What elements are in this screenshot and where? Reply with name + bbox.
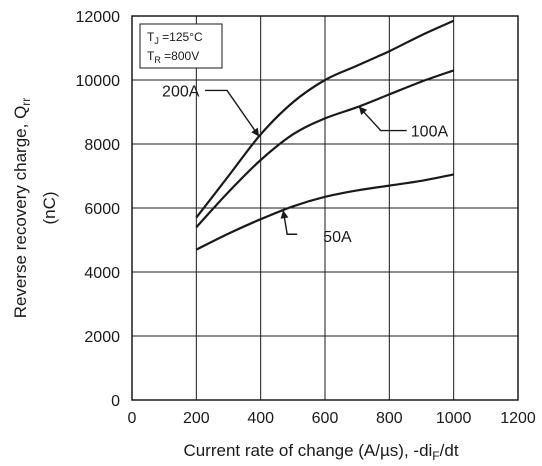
y-axis-label: Reverse recovery charge, Qrr xyxy=(11,98,33,319)
grid xyxy=(131,15,519,401)
annotations: 200A 100A 50A xyxy=(162,83,448,246)
annotation-label-100A: 100A xyxy=(411,124,449,141)
series-line-100A xyxy=(195,69,455,228)
annotation-arrow-100A xyxy=(358,106,368,116)
y-tick-label-1: 2000 xyxy=(84,329,120,346)
tick-labels: 0 200 400 600 800 1000 12000200040006000800010… xyxy=(76,9,536,427)
conditions-box: TJ =125°C TR =800V xyxy=(139,23,223,69)
annotation-arrow-50A xyxy=(280,210,289,219)
annotation-leader-200A xyxy=(205,89,260,137)
y-tick-label-2: 4000 xyxy=(84,265,120,282)
annotation-leader-50A xyxy=(282,210,298,235)
y-tick-label-5: 10000 xyxy=(76,73,121,90)
annotation-label-50A: 50A xyxy=(323,229,352,246)
x-tick-label-5: 1000 xyxy=(436,410,472,427)
y-axis-unit: (nC) xyxy=(40,191,59,224)
x-tick-label-2: 400 xyxy=(247,410,274,427)
x-tick-label-6: 1200 xyxy=(500,410,536,427)
plot-frame xyxy=(131,15,519,401)
annotation-label-200A: 200A xyxy=(162,83,200,100)
series-lines xyxy=(195,19,455,251)
x-tick-label-1: 200 xyxy=(183,410,210,427)
x-axis-label: Current rate of change (A/µs), -diF/dt xyxy=(183,441,458,463)
series-line-50A xyxy=(195,173,454,251)
condition-tr: TR =800V xyxy=(147,49,199,65)
y-tick-label-3: 6000 xyxy=(84,201,120,218)
annotation-leader-100A xyxy=(358,106,407,132)
annotation-arrow-200A xyxy=(251,127,260,137)
x-tick-label-0: 0 xyxy=(128,410,137,427)
y-tick-label-0: 0 xyxy=(111,393,120,410)
y-tick-label-6: 12000 xyxy=(76,9,121,26)
series-line-200A xyxy=(195,19,455,219)
y-tick-label-4: 8000 xyxy=(84,137,120,154)
x-tick-label-3: 600 xyxy=(312,410,339,427)
conditions-frame xyxy=(139,23,223,69)
x-tick-label-4: 800 xyxy=(376,410,403,427)
condition-tj: TJ =125°C xyxy=(147,30,203,46)
